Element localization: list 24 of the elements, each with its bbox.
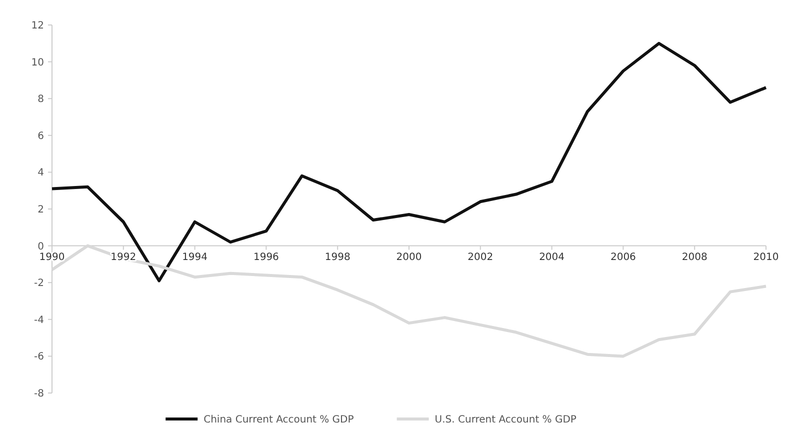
x-tick-label: 1996 (253, 252, 279, 263)
y-tick-label: -4 (34, 314, 44, 326)
x-tick-label: 2002 (468, 252, 494, 263)
x-tick-label: 1994 (182, 252, 208, 263)
y-tick-label: -6 (34, 352, 44, 363)
x-tick-label: 1992 (110, 252, 136, 263)
y-tick-label: 8 (38, 94, 44, 106)
x-tick-label: 1998 (324, 252, 350, 263)
x-tick-label: 2006 (610, 252, 636, 263)
y-tick-label: 2 (38, 204, 44, 216)
y-tick-label: 4 (38, 168, 44, 179)
y-tick-label: 10 (31, 57, 44, 68)
legend-label: U.S. Current Account % GDP (434, 414, 576, 426)
x-tick-label: 2008 (682, 252, 708, 263)
x-tick-label: 2000 (396, 252, 422, 263)
y-tick-label: -2 (34, 278, 44, 290)
y-tick-label: 6 (38, 130, 44, 142)
x-tick-label: 2004 (539, 252, 565, 263)
x-tick-label: 2010 (753, 252, 779, 263)
y-tick-label: 12 (31, 20, 44, 32)
legend-label: China Current Account % GDP (204, 414, 354, 426)
x-tick-label: 1990 (39, 252, 65, 263)
y-tick-label: 0 (38, 241, 44, 252)
y-tick-label: -8 (34, 388, 44, 400)
